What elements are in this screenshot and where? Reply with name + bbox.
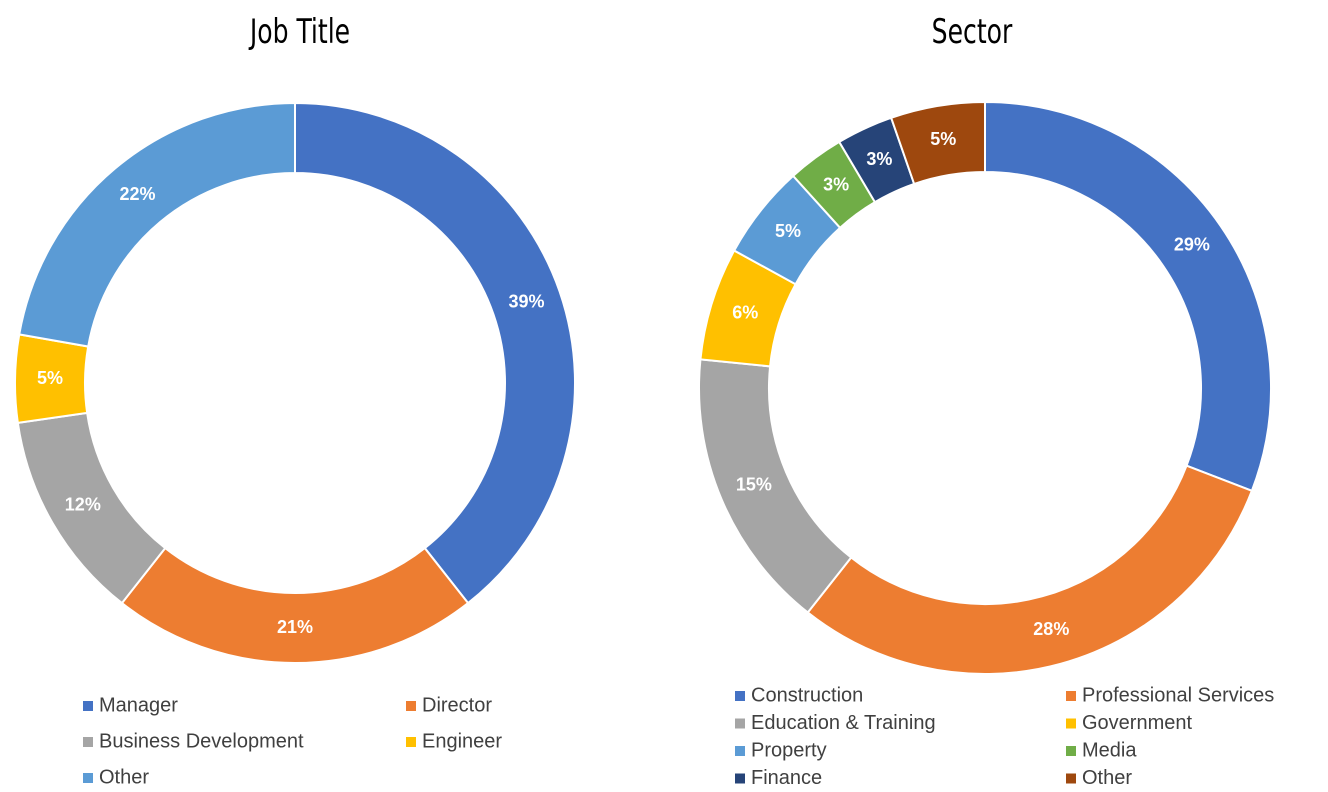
- legend-label: Engineer: [422, 730, 502, 752]
- donut-slice: [294, 101, 576, 605]
- legend-swatch: [83, 737, 93, 747]
- data-label: 3%: [823, 175, 849, 195]
- data-label: 39%: [509, 292, 545, 312]
- legend-swatch: [735, 773, 745, 784]
- legend-swatch: [735, 691, 745, 701]
- legend-label: Media: [1082, 739, 1137, 761]
- chart-title: Job Title: [248, 12, 350, 51]
- data-label: 21%: [277, 617, 313, 637]
- data-label: 5%: [775, 221, 801, 241]
- legend-swatch: [83, 773, 93, 783]
- legend-swatch: [735, 718, 745, 729]
- donut-slice: [698, 358, 853, 614]
- legend-label: Other: [1082, 767, 1132, 789]
- chart-title: Sector: [932, 12, 1013, 51]
- legend-label: Business Development: [99, 730, 304, 752]
- data-label: 22%: [120, 184, 156, 204]
- data-label: 5%: [37, 368, 63, 388]
- legend-swatch: [1066, 773, 1076, 784]
- donut-slice: [984, 100, 1272, 493]
- legend-swatch: [406, 737, 416, 747]
- legend-label: Other: [99, 766, 149, 788]
- donut-slice: [806, 464, 1254, 675]
- legend-label: Property: [751, 739, 827, 761]
- legend-swatch: [83, 701, 93, 711]
- data-label: 12%: [65, 494, 101, 514]
- donut-slice: [18, 101, 296, 348]
- legend-label: Finance: [751, 767, 822, 789]
- legend-label: Director: [422, 694, 492, 716]
- donut-slice: [889, 100, 986, 186]
- data-label: 29%: [1174, 235, 1210, 255]
- legend-swatch: [735, 746, 745, 756]
- legend-swatch: [1066, 718, 1076, 729]
- legend-swatch: [1066, 691, 1076, 701]
- data-label: 28%: [1033, 619, 1069, 639]
- legend-label: Professional Services: [1082, 684, 1274, 706]
- data-label: 3%: [866, 149, 892, 169]
- data-label: 15%: [736, 475, 772, 495]
- donut-slice: [120, 546, 470, 664]
- legend-swatch: [406, 701, 416, 711]
- legend-swatch: [1066, 746, 1076, 756]
- legend-label: Education & Training: [751, 712, 936, 734]
- legend-label: Government: [1082, 712, 1192, 734]
- data-label: 5%: [930, 129, 956, 149]
- legend-label: Manager: [99, 694, 178, 716]
- legend-label: Construction: [751, 684, 863, 706]
- data-label: 6%: [732, 302, 758, 322]
